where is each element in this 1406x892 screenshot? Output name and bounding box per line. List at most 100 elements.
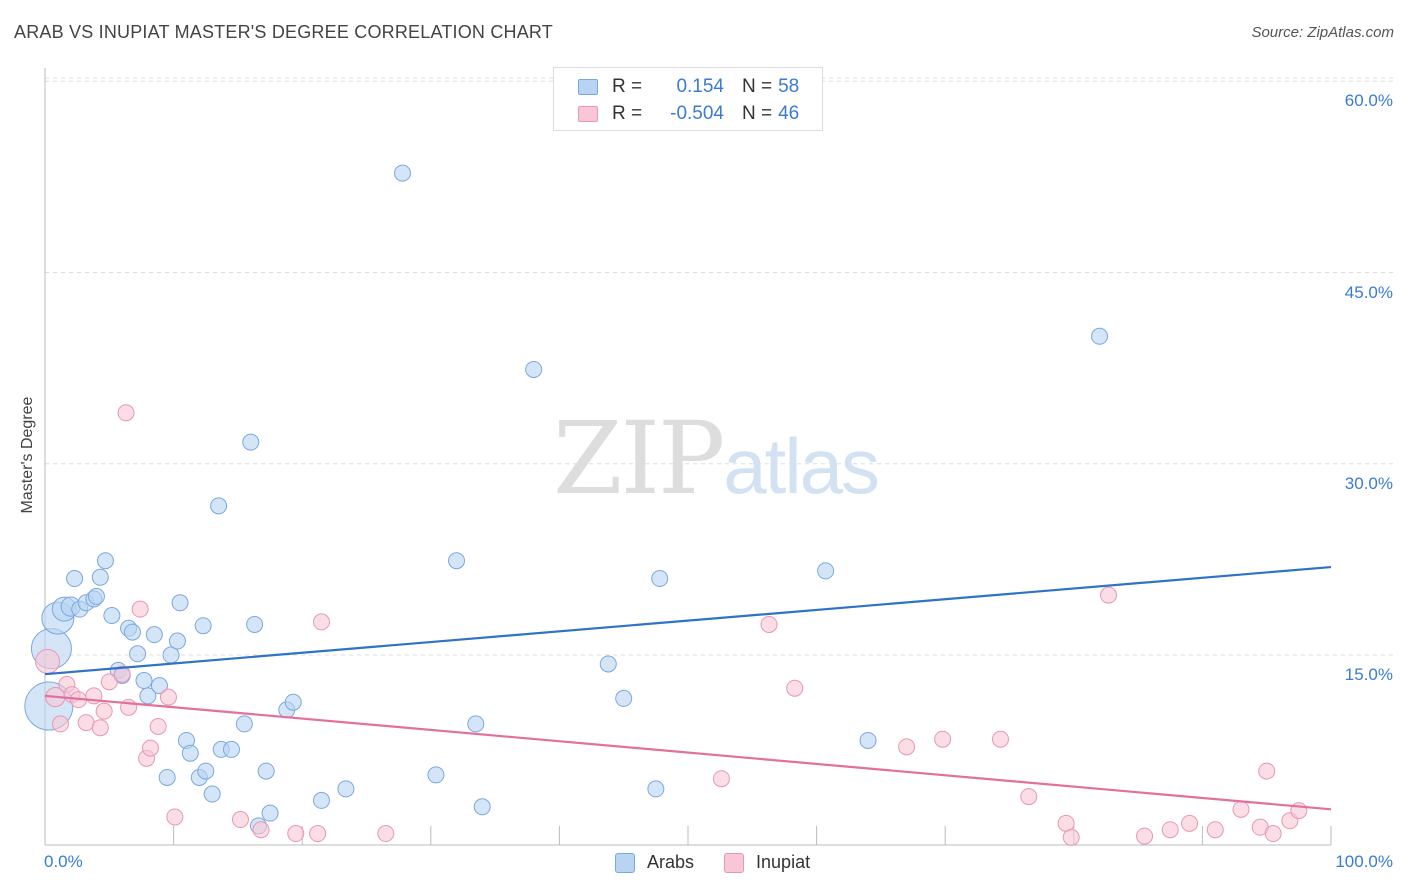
arabs-point: [210, 497, 228, 515]
inupiat-point: [712, 770, 730, 788]
arabs-point: [197, 762, 215, 780]
inupiat-point: [51, 715, 69, 733]
arabs-point: [647, 780, 665, 798]
inupiat-point: [312, 613, 330, 631]
arabs-point: [427, 766, 445, 784]
legend-item-arabs[interactable]: Arabs: [615, 852, 694, 873]
x-tick-label-min: 0.0%: [44, 852, 83, 871]
inupiat-point: [77, 714, 95, 732]
legend-n-value: 58: [778, 76, 800, 97]
arabs-point: [337, 780, 355, 798]
inupiat-point: [131, 600, 149, 618]
inupiat-trend-line: [44, 694, 1332, 811]
arabs-point: [222, 740, 240, 758]
inupiat-point: [1100, 586, 1118, 604]
arabs-point: [87, 587, 105, 605]
legend-r-label: R =: [612, 103, 643, 124]
inupiat-point: [1264, 825, 1282, 843]
inupiat-point: [91, 719, 109, 737]
inupiat-point: [159, 688, 177, 706]
arabs-point: [145, 626, 163, 644]
arabs-point: [651, 570, 669, 588]
arabs-swatch: [578, 79, 598, 95]
arabs-point: [135, 672, 153, 690]
inupiat-point: [934, 730, 952, 748]
inupiat-point: [1258, 762, 1276, 780]
y-tick-label: 30.0%: [1344, 473, 1393, 493]
inupiat-point: [35, 648, 61, 674]
y-tick-label: 60.0%: [1344, 91, 1393, 111]
inupiat-point: [231, 811, 249, 829]
y-tick-label: 45.0%: [1344, 282, 1393, 302]
inupiat-point: [1161, 821, 1179, 839]
inupiat-point: [760, 615, 778, 633]
arabs-point: [448, 552, 466, 570]
arabs-point: [203, 785, 221, 803]
arabs-point: [859, 731, 877, 749]
arabs-point: [158, 768, 176, 786]
inupiat-point: [100, 673, 118, 691]
inupiat-point: [898, 738, 916, 756]
inupiat-legend-label: Inupiat: [756, 852, 811, 872]
x-tick-label-max: 100.0%: [1335, 852, 1393, 871]
arabs-point: [525, 360, 543, 378]
series-legend: Arabs Inupiat: [615, 852, 840, 873]
inupiat-point: [1062, 828, 1080, 846]
inupiat-point: [166, 808, 184, 826]
arabs-point: [257, 762, 275, 780]
inupiat-point: [1020, 788, 1038, 806]
arabs-point: [615, 689, 633, 707]
inupiat-point: [287, 825, 305, 843]
legend-n-label: N =: [742, 103, 773, 124]
arabs-point: [467, 715, 485, 733]
inupiat-legend-swatch: [724, 852, 745, 873]
arabs-point: [312, 791, 330, 809]
inupiat-point: [309, 825, 327, 843]
arabs-point: [261, 804, 279, 822]
source-label: Source: ZipAtlas.com: [1251, 24, 1394, 41]
arabs-point: [242, 433, 260, 451]
legend-row-inupiat: R = -0.504 N = 46: [578, 102, 799, 126]
arabs-point: [194, 617, 212, 635]
inupiat-point: [1206, 821, 1224, 839]
chart-title: ARAB VS INUPIAT MASTER'S DEGREE CORRELAT…: [14, 22, 553, 42]
arabs-point: [473, 798, 491, 816]
y-axis-label: Master's Degree: [19, 396, 36, 514]
arabs-point: [599, 655, 617, 673]
arabs-point: [96, 552, 114, 570]
inupiat-point: [141, 739, 159, 757]
inupiat-point: [1181, 814, 1199, 832]
arabs-point: [235, 715, 253, 733]
arabs-trend-line: [44, 565, 1332, 676]
arabs-point: [394, 164, 412, 182]
arabs-point: [150, 677, 168, 695]
legend-n-label: N =: [742, 76, 773, 97]
arabs-legend-swatch: [615, 852, 635, 873]
y-tick-label: 15.0%: [1344, 665, 1393, 685]
inupiat-point: [786, 679, 804, 697]
legend-row-arabs: R = 0.154 N = 58: [578, 75, 799, 99]
arabs-point: [1091, 327, 1109, 345]
inupiat-point: [113, 665, 131, 683]
legend-r-label: R =: [612, 76, 643, 97]
arabs-point: [284, 693, 302, 711]
legend-r-value: 0.154: [676, 76, 724, 97]
inupiat-point: [1232, 800, 1250, 818]
arabs-point: [103, 607, 121, 625]
inupiat-point: [991, 730, 1009, 748]
arabs-point: [246, 615, 264, 633]
inupiat-point: [117, 404, 135, 422]
inupiat-point: [377, 825, 395, 843]
inupiat-point: [1136, 827, 1154, 845]
legend-r-value: -0.504: [670, 103, 724, 124]
stats-legend: R = 0.154 N = 58 R = -0.504 N = 46: [553, 67, 823, 131]
inupiat-point: [252, 821, 270, 839]
arabs-point: [171, 594, 189, 612]
arabs-point: [817, 562, 835, 580]
legend-item-inupiat[interactable]: Inupiat: [724, 852, 810, 873]
inupiat-point: [95, 702, 113, 720]
inupiat-swatch: [578, 106, 598, 122]
arabs-point: [66, 570, 84, 588]
arabs-point: [168, 632, 186, 650]
